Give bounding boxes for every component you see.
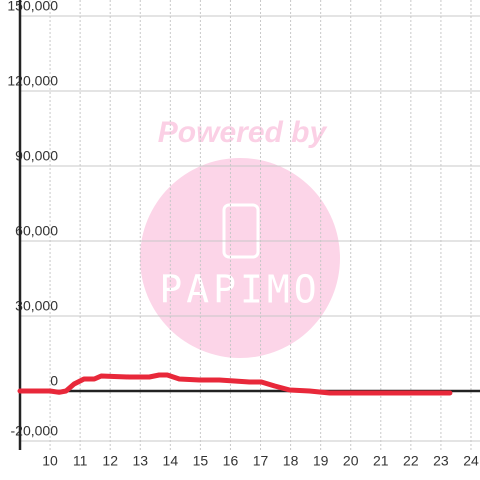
x-tick-label: 23 bbox=[433, 453, 449, 469]
y-tick-label: 150,000 bbox=[7, 0, 58, 14]
x-tick-label: 24 bbox=[463, 453, 479, 469]
x-tick-label: 18 bbox=[283, 453, 299, 469]
x-tick-label: 12 bbox=[102, 453, 118, 469]
data-line bbox=[17, 372, 453, 396]
x-tick-label: 22 bbox=[403, 453, 419, 469]
x-tick-label: 13 bbox=[132, 453, 148, 469]
y-tick-label: 0 bbox=[50, 373, 58, 389]
y-tick-label: 90,000 bbox=[15, 148, 58, 164]
y-tick-label: 120,000 bbox=[7, 73, 58, 89]
x-tick-label: 14 bbox=[163, 453, 179, 469]
logo-text: PAPIMO bbox=[159, 268, 320, 312]
y-tick-label: -20,000 bbox=[11, 423, 59, 439]
x-tick-label: 19 bbox=[313, 453, 329, 469]
x-tick-label: 16 bbox=[223, 453, 239, 469]
logo-icon bbox=[222, 203, 260, 259]
x-tick-label: 21 bbox=[373, 453, 389, 469]
x-tick-label: 20 bbox=[343, 453, 359, 469]
x-tick-label: 17 bbox=[253, 453, 269, 469]
x-tick-label: 10 bbox=[42, 453, 58, 469]
y-tick-label: 30,000 bbox=[15, 298, 58, 314]
x-tick-label: 15 bbox=[193, 453, 209, 469]
y-tick-label: 60,000 bbox=[15, 223, 58, 239]
x-tick-label: 11 bbox=[73, 453, 88, 469]
watermark-text: Powered by bbox=[158, 116, 328, 149]
